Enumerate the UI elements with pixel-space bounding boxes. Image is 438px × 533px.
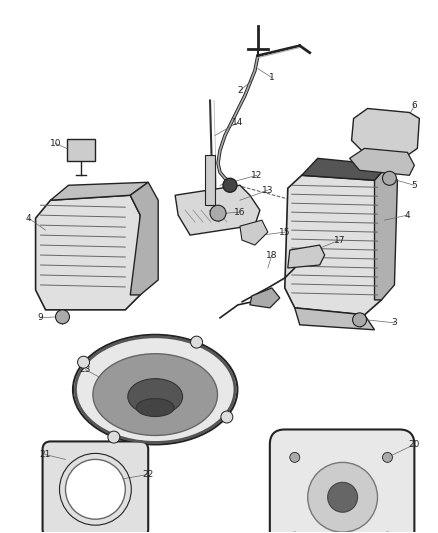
Circle shape xyxy=(290,532,300,533)
Text: 4: 4 xyxy=(26,214,32,223)
Polygon shape xyxy=(250,288,280,308)
Circle shape xyxy=(223,178,237,192)
Text: 17: 17 xyxy=(334,236,346,245)
Text: 6: 6 xyxy=(412,101,417,110)
Text: 5: 5 xyxy=(412,181,417,190)
Text: 4: 4 xyxy=(405,211,410,220)
Text: 15: 15 xyxy=(279,228,290,237)
Text: 13: 13 xyxy=(262,185,274,195)
Polygon shape xyxy=(35,195,140,310)
Polygon shape xyxy=(240,220,268,245)
Circle shape xyxy=(78,356,89,368)
FancyBboxPatch shape xyxy=(42,441,148,533)
Ellipse shape xyxy=(128,378,183,415)
Polygon shape xyxy=(205,155,215,205)
Polygon shape xyxy=(302,158,388,180)
Circle shape xyxy=(290,453,300,462)
Text: 3: 3 xyxy=(392,318,397,327)
Circle shape xyxy=(382,171,396,185)
Text: 21: 21 xyxy=(39,450,50,459)
Polygon shape xyxy=(295,308,374,330)
Text: 12: 12 xyxy=(251,171,262,180)
Text: 14: 14 xyxy=(232,118,244,127)
Circle shape xyxy=(382,532,392,533)
Text: 9: 9 xyxy=(38,313,43,322)
Polygon shape xyxy=(374,165,397,300)
Text: 22: 22 xyxy=(143,470,154,479)
Circle shape xyxy=(221,411,233,423)
Polygon shape xyxy=(130,182,158,295)
Text: 1: 1 xyxy=(269,73,275,82)
Text: 23: 23 xyxy=(80,365,91,374)
Ellipse shape xyxy=(73,335,237,445)
Text: 16: 16 xyxy=(234,208,246,217)
Polygon shape xyxy=(352,109,419,155)
Circle shape xyxy=(108,431,120,443)
Text: 10: 10 xyxy=(50,139,61,148)
Text: 2: 2 xyxy=(237,86,243,95)
Circle shape xyxy=(56,310,70,324)
Circle shape xyxy=(382,453,392,462)
Polygon shape xyxy=(50,182,148,200)
Circle shape xyxy=(210,205,226,221)
Circle shape xyxy=(328,482,357,512)
Polygon shape xyxy=(285,175,385,315)
Polygon shape xyxy=(350,148,414,175)
Text: 20: 20 xyxy=(409,440,420,449)
Polygon shape xyxy=(288,245,325,268)
Circle shape xyxy=(308,462,378,532)
Circle shape xyxy=(66,459,125,519)
Circle shape xyxy=(353,313,367,327)
Text: 18: 18 xyxy=(266,251,278,260)
FancyBboxPatch shape xyxy=(270,430,414,533)
Ellipse shape xyxy=(136,399,174,416)
Polygon shape xyxy=(175,185,260,235)
FancyBboxPatch shape xyxy=(67,140,95,161)
Ellipse shape xyxy=(93,354,218,435)
Circle shape xyxy=(191,336,202,348)
